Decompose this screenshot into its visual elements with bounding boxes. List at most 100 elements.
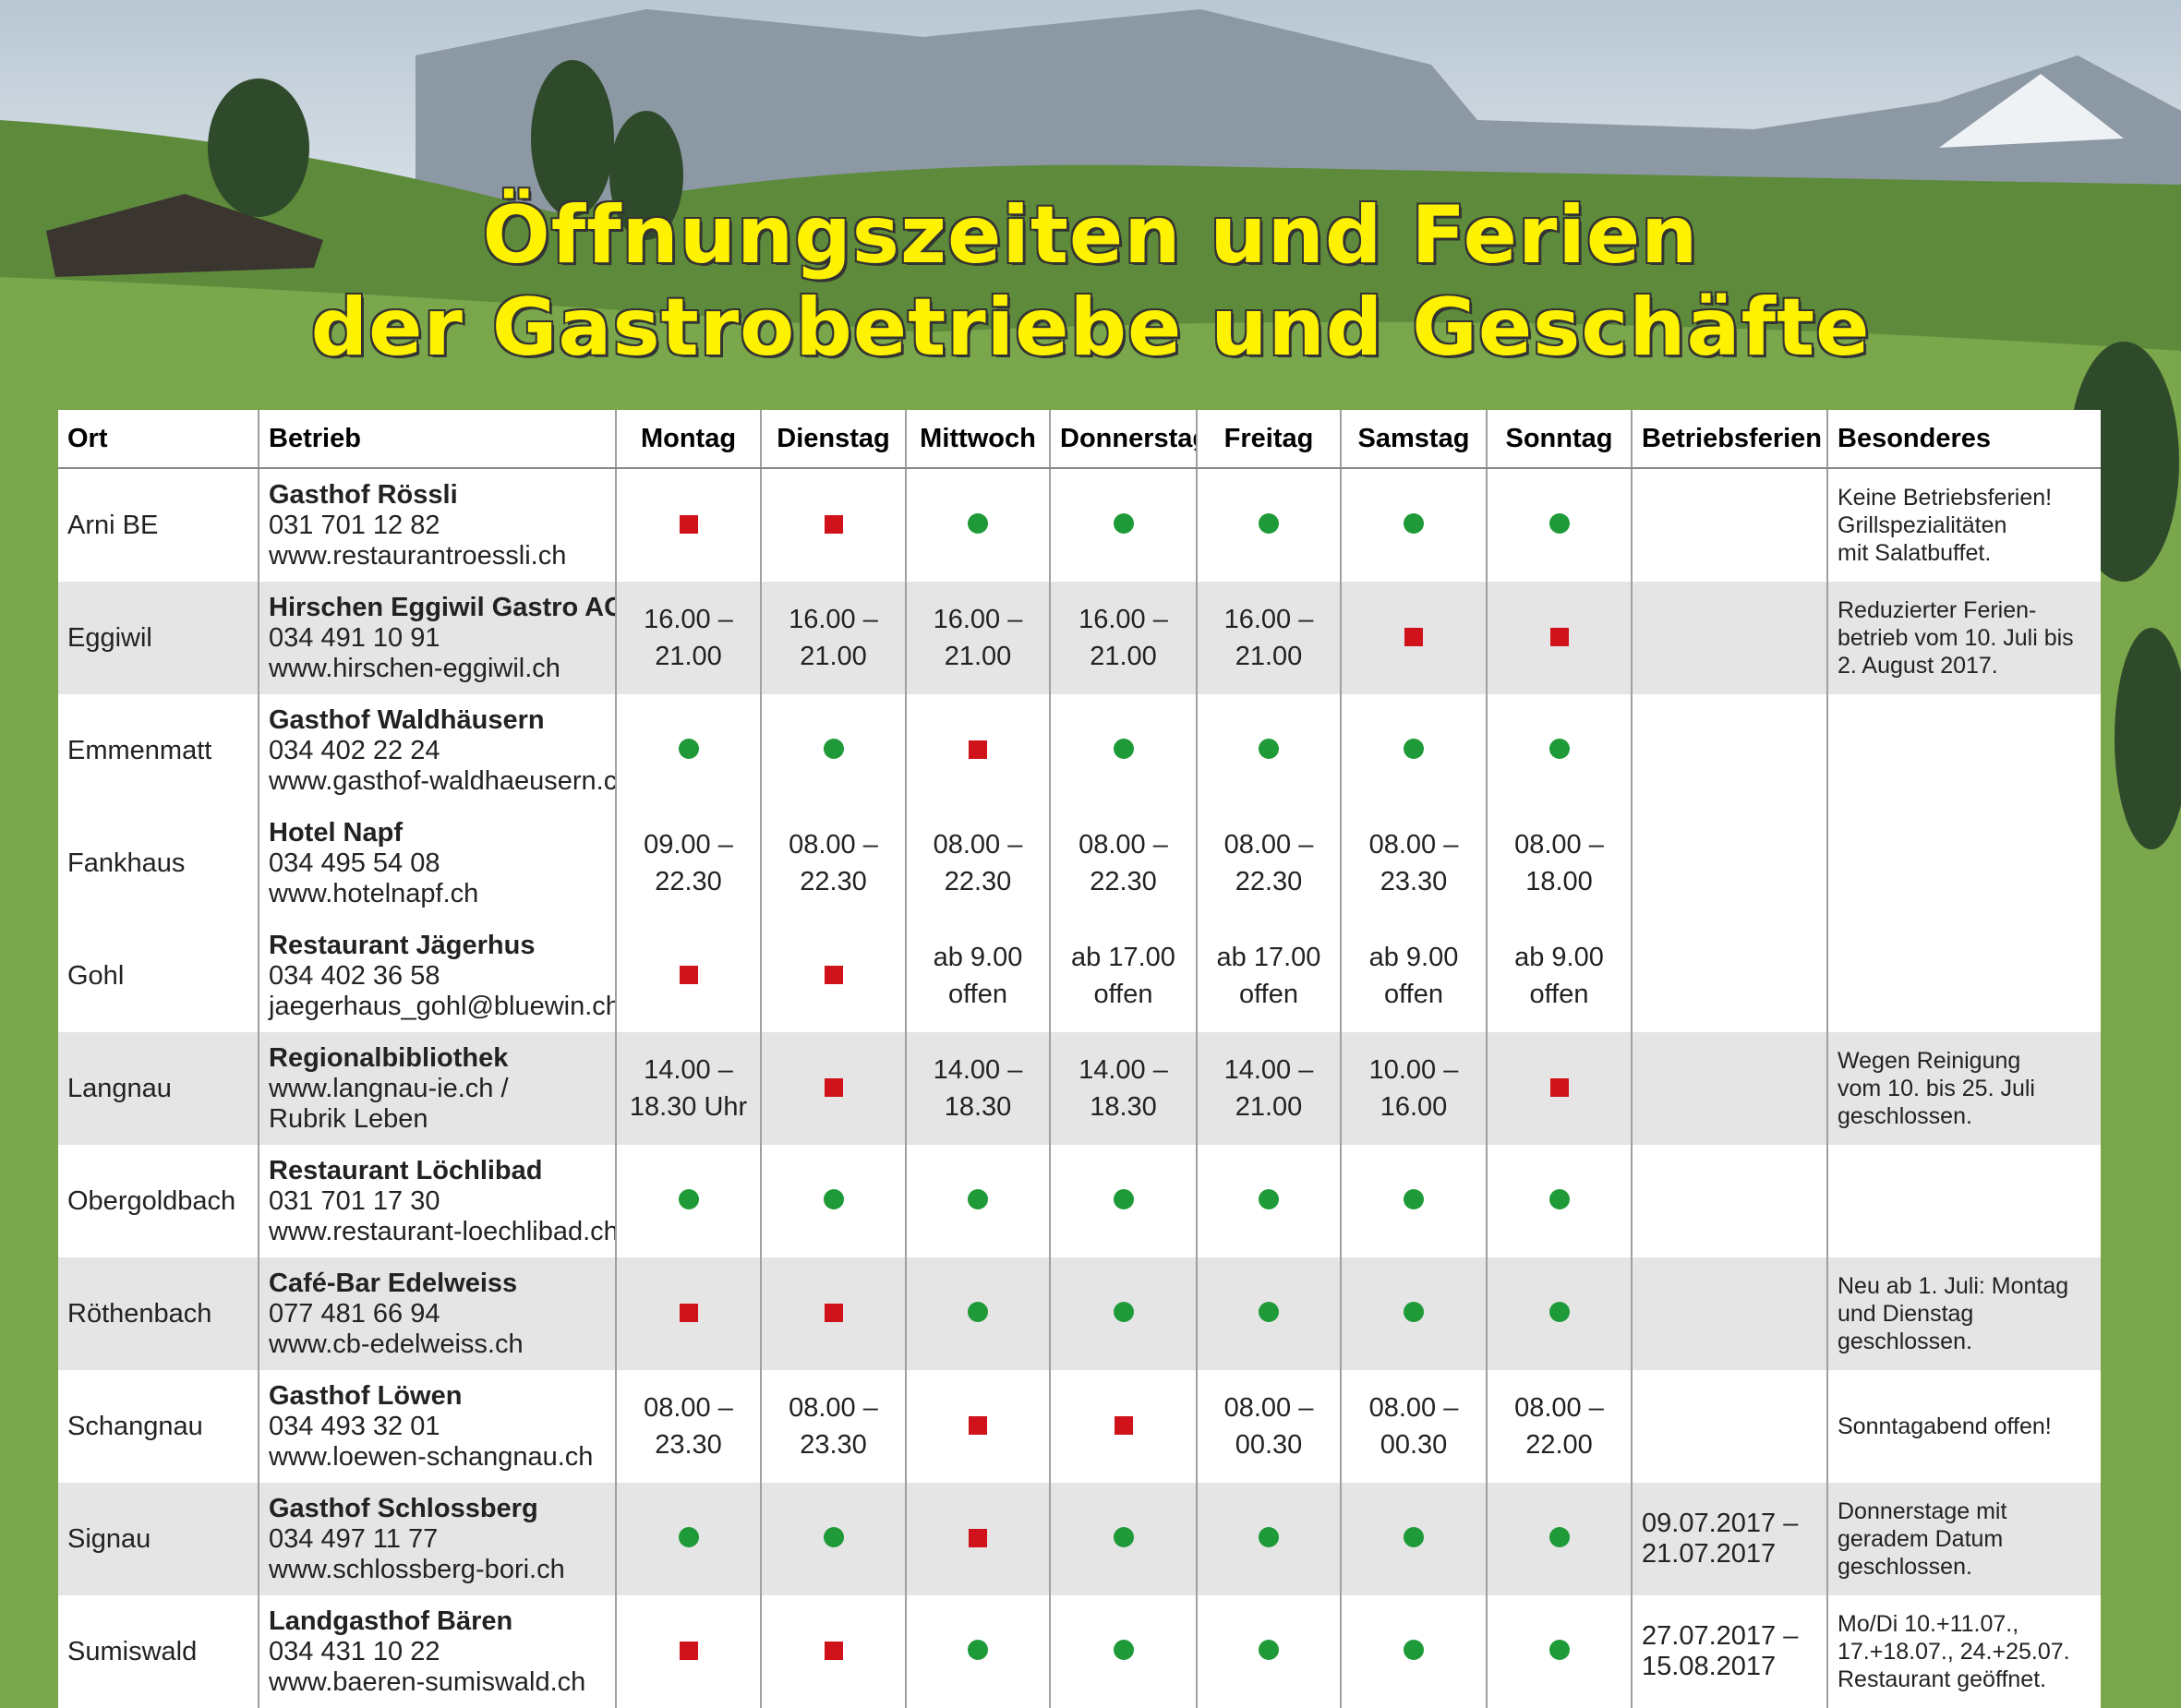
- notes-line: Keine Betriebsferien!: [1838, 485, 2053, 511]
- business-cell: Landgasthof Bären 034 431 10 22 www.baeren…: [258, 1595, 616, 1708]
- hours-line: ab 9.00: [1514, 943, 1604, 972]
- day-cell: 08.00 – 00.30: [1196, 1370, 1341, 1483]
- open-dot: [1113, 513, 1134, 534]
- day-cell: 08.00 – 22.30: [760, 807, 906, 920]
- day-cell: [760, 1257, 906, 1370]
- day-cell: 08.00 – 23.30: [615, 1370, 761, 1483]
- hours-line: 18.30 Uhr: [629, 1092, 748, 1122]
- column-header: Besonderes: [1826, 410, 2101, 469]
- column-header: Montag: [615, 410, 761, 469]
- notes-cell: Donnerstage mit geradem Datum geschlossen.: [1826, 1483, 2101, 1595]
- day-cell: 08.00 – 23.30: [760, 1370, 906, 1483]
- business-line: Hirschen Eggiwil Gastro AG: [269, 592, 616, 622]
- day-cell: 08.00 – 22.00: [1486, 1370, 1632, 1483]
- header-row: Ort Betrieb Montag Dienstag Mittwoch Donnerst…: [58, 410, 2101, 469]
- open-dot: [1404, 513, 1424, 534]
- business-cell: Gasthof Löwen 034 493 32 01 www.loewen-sch…: [258, 1370, 616, 1483]
- day-cell: [905, 1370, 1050, 1483]
- holiday-cell: [1631, 468, 1827, 582]
- day-cell: [1049, 694, 1197, 807]
- hours-line: 21.00: [1090, 642, 1157, 671]
- hours-line: 22.30: [655, 867, 722, 896]
- day-cell: [905, 1595, 1050, 1708]
- notes-line: Wegen Reinigung: [1838, 1048, 2021, 1074]
- holiday-cell: 27.07.2017 –15.08.2017: [1631, 1595, 1827, 1708]
- day-cell: [615, 694, 761, 807]
- closed-square: [969, 740, 987, 759]
- place-cell: Emmenmatt: [67, 735, 212, 765]
- hours-line: 21.00: [1235, 1092, 1303, 1122]
- business-line: Café-Bar Edelweiss: [269, 1268, 518, 1298]
- day-cell: [1340, 582, 1487, 694]
- hours-line: 23.30: [655, 1430, 722, 1460]
- place-cell: Röthenbach: [58, 1257, 259, 1370]
- hours-line: 18.30: [944, 1092, 1012, 1122]
- day-cell: [905, 1145, 1050, 1257]
- hours-line: 21.00: [944, 642, 1012, 671]
- day-cell: ab 9.00 offen: [905, 920, 1050, 1032]
- hours-line: 22.30: [1090, 867, 1157, 896]
- day-cell: [1486, 582, 1632, 694]
- hours-line: 08.00 –: [1078, 830, 1168, 860]
- open-dot: [1548, 1189, 1570, 1209]
- day-cell: [1340, 1257, 1487, 1370]
- hours-line: 08.00 –: [1514, 830, 1604, 860]
- business-line: Restaurant Jägerhus: [269, 930, 536, 960]
- hours-line: 14.00 –: [1078, 1055, 1168, 1085]
- day-cell: [1196, 694, 1341, 807]
- hours-line: 16.00 –: [1078, 605, 1168, 634]
- day-cell: [1486, 1257, 1632, 1370]
- closed-square: [1549, 1078, 1569, 1097]
- table-row: Emmenmatt Gasthof Waldhäusern 034 402 22 2…: [58, 694, 2101, 807]
- hours-line: ab 17.00: [1216, 943, 1321, 972]
- closed-square: [824, 1078, 843, 1097]
- day-cell: 16.00 – 21.00: [615, 582, 761, 694]
- hours-line: offen: [1093, 980, 1153, 1009]
- business-line: 034 491 10 91: [269, 622, 440, 653]
- open-dot: [823, 1189, 844, 1209]
- column-header: Ort: [58, 410, 259, 469]
- hours-line: 14.00 –: [644, 1055, 733, 1085]
- hours-line: 08.00 –: [1368, 1393, 1459, 1423]
- place-cell: Langnau: [58, 1032, 259, 1145]
- notes-cell: Reduzierter Ferien-betrieb vom 10. Juli …: [1826, 582, 2101, 694]
- open-dot: [678, 739, 699, 759]
- holiday-line: 15.08.2017: [1642, 1652, 1777, 1681]
- business-line: Regionalbibliothek: [269, 1042, 509, 1073]
- open-dot: [968, 1640, 988, 1660]
- day-cell: [1486, 468, 1632, 582]
- hours-line: 08.00 –: [644, 1393, 733, 1423]
- day-cell: 08.00 – 22.30: [905, 807, 1050, 920]
- hours-line: ab 9.00: [1368, 943, 1459, 972]
- business-line: Gasthof Löwen: [269, 1380, 463, 1411]
- day-cell: [1486, 1032, 1632, 1145]
- open-dot: [968, 1189, 988, 1209]
- business-line: 034 495 54 08: [269, 848, 440, 878]
- table-row: Eggiwil Hirschen Eggiwil Gastro AG 034 491…: [58, 582, 2101, 694]
- notes-line: Grillspezialitäten: [1838, 512, 2007, 538]
- notes-line: Donnerstage mit: [1838, 1498, 2007, 1524]
- day-cell: [1049, 1483, 1197, 1595]
- open-dot: [1259, 1189, 1279, 1209]
- business-line: 034 431 10 22: [269, 1636, 440, 1666]
- hours-line: 08.00 –: [1223, 1393, 1314, 1423]
- hours-line: offen: [948, 980, 1007, 1009]
- notes-line: 17.+18.07., 24.+25.07.: [1838, 1639, 2070, 1665]
- open-dot: [1404, 1527, 1424, 1547]
- open-dot: [1548, 513, 1570, 534]
- notes-cell: [1826, 694, 2101, 807]
- place-cell: Signau: [58, 1483, 259, 1595]
- open-dot: [1113, 1527, 1134, 1547]
- hours-line: 23.30: [800, 1430, 867, 1460]
- business-line: Hotel Napf: [269, 817, 403, 848]
- hours-line: 08.00 –: [1368, 830, 1459, 860]
- business-line: www.hotelnapf.ch: [269, 878, 479, 908]
- notes-line: Neu ab 1. Juli: Montag: [1838, 1273, 2069, 1299]
- hours-line: 14.00 –: [1223, 1055, 1314, 1085]
- day-cell: [905, 1257, 1050, 1370]
- day-cell: [1196, 468, 1341, 582]
- table-row: Schangnau Gasthof Löwen 034 493 32 01 www.l…: [58, 1370, 2101, 1483]
- notes-line: Sonntagabend offen!: [1838, 1413, 2052, 1439]
- place-cell: Gohl: [67, 960, 125, 991]
